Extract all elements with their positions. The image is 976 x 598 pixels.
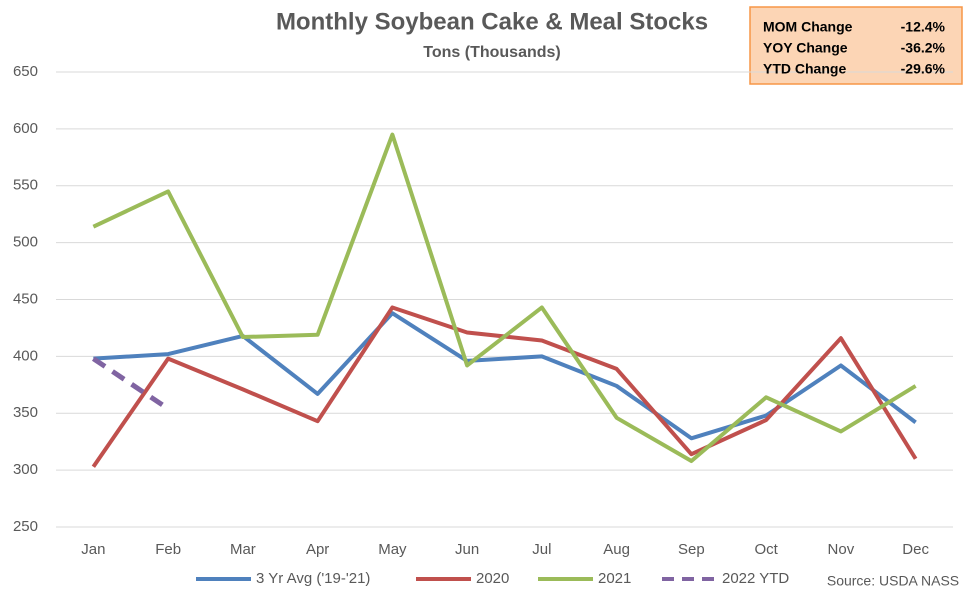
- legend-label: 2022 YTD: [722, 570, 789, 587]
- line-series: [92, 132, 917, 464]
- x-tick-label: Jul: [532, 541, 551, 558]
- x-tick-label: Apr: [306, 541, 329, 558]
- x-tick-label: Aug: [603, 541, 630, 558]
- line-series: [93, 311, 917, 441]
- stat-label: YOY Change: [763, 40, 848, 56]
- legend-label: 2020: [476, 570, 509, 587]
- legend-label: 3 Yr Avg ('19-'21): [256, 570, 370, 587]
- chart-subtitle: Tons (Thousands): [423, 44, 560, 61]
- line-series: [91, 356, 170, 411]
- stat-value: -29.6%: [901, 61, 946, 77]
- legend-label: 2021: [598, 570, 631, 587]
- x-tick-label: Dec: [902, 541, 929, 558]
- x-tick-label: Oct: [754, 541, 778, 558]
- y-tick-label: 350: [13, 404, 38, 421]
- x-tick-label: Jun: [455, 541, 479, 558]
- y-tick-label: 550: [13, 177, 38, 194]
- y-tick-label: 450: [13, 290, 38, 307]
- stat-label: MOM Change: [763, 19, 853, 35]
- x-tick-label: Jan: [81, 541, 105, 558]
- y-tick-label: 600: [13, 120, 38, 137]
- x-tick-label: May: [378, 541, 407, 558]
- x-tick-label: Nov: [828, 541, 855, 558]
- stat-value: -36.2%: [901, 40, 946, 56]
- x-tick-label: Sep: [678, 541, 705, 558]
- y-tick-label: 400: [13, 347, 38, 364]
- y-tick-label: 300: [13, 461, 38, 478]
- y-tick-label: 650: [13, 63, 38, 80]
- stat-label: YTD Change: [763, 61, 846, 77]
- line-series: [91, 305, 918, 468]
- y-tick-label: 250: [13, 518, 38, 535]
- source: Source: USDA NASS: [827, 573, 959, 589]
- x-tick-label: Feb: [155, 541, 181, 558]
- y-tick-label: 500: [13, 234, 38, 251]
- chart-title: Monthly Soybean Cake & Meal Stocks: [276, 8, 708, 35]
- stat-value: -12.4%: [901, 19, 946, 35]
- stats-box: [749, 6, 963, 85]
- x-tick-label: Mar: [230, 541, 256, 558]
